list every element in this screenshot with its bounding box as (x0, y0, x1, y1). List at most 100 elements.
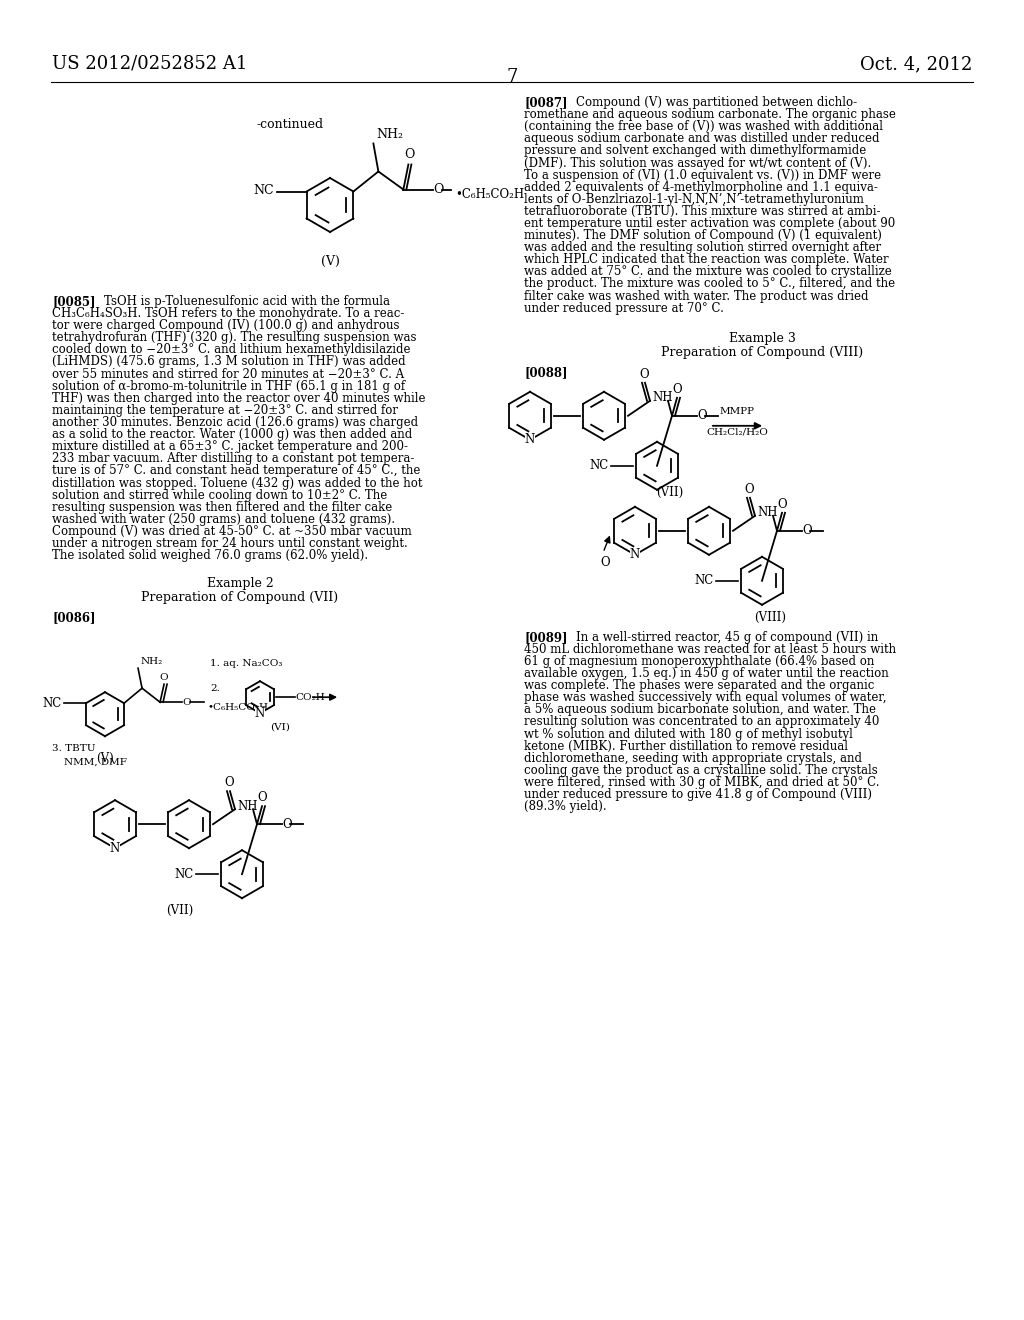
Text: (VII): (VII) (166, 904, 194, 917)
Text: (DMF). This solution was assayed for wt/wt content of (V).: (DMF). This solution was assayed for wt/… (524, 157, 871, 169)
Text: was added at 75° C. and the mixture was cooled to crystallize: was added at 75° C. and the mixture was … (524, 265, 892, 279)
Text: N: N (525, 433, 536, 446)
Text: NC: NC (590, 459, 609, 473)
Text: [0089]: [0089] (524, 631, 567, 644)
Text: (VII): (VII) (656, 486, 684, 499)
Text: added 2 equivalents of 4-methylmorpholine and 1.1 equiva-: added 2 equivalents of 4-methylmorpholin… (524, 181, 878, 194)
Text: NH: NH (237, 800, 257, 813)
Text: was added and the resulting solution stirred overnight after: was added and the resulting solution sti… (524, 242, 881, 255)
Text: (containing the free base of (V)) was washed with additional: (containing the free base of (V)) was wa… (524, 120, 883, 133)
Text: 3. TBTU: 3. TBTU (52, 744, 95, 754)
Text: N: N (630, 548, 640, 561)
Text: NC: NC (694, 574, 714, 587)
Text: O: O (224, 776, 233, 789)
Text: were filtered, rinsed with 30 g of MIBK, and dried at 50° C.: were filtered, rinsed with 30 g of MIBK,… (524, 776, 880, 789)
Text: (LiHMDS) (475.6 grams, 1.3 M solution in THF) was added: (LiHMDS) (475.6 grams, 1.3 M solution in… (52, 355, 406, 368)
Text: lents of O-Benzlriazol-1-yl-N,N,N’,N’-tetramethyluronium: lents of O-Benzlriazol-1-yl-N,N,N’,N’-te… (524, 193, 864, 206)
Text: the product. The mixture was cooled to 5° C., filtered, and the: the product. The mixture was cooled to 5… (524, 277, 895, 290)
Text: cooled down to −20±3° C. and lithium hexamethyldisilazide: cooled down to −20±3° C. and lithium hex… (52, 343, 411, 356)
Text: In a well-stirred reactor, 45 g of compound (VII) in: In a well-stirred reactor, 45 g of compo… (575, 631, 879, 644)
Text: NH: NH (757, 507, 777, 519)
Text: O: O (282, 817, 292, 830)
Text: NC: NC (43, 697, 61, 710)
Text: minutes). The DMF solution of Compound (V) (1 equivalent): minutes). The DMF solution of Compound (… (524, 230, 882, 242)
Text: Oct. 4, 2012: Oct. 4, 2012 (859, 55, 972, 73)
Text: O: O (777, 498, 786, 511)
Text: NC: NC (175, 867, 194, 880)
Text: CO₂H: CO₂H (295, 693, 325, 702)
Text: MMPP: MMPP (720, 407, 755, 416)
Text: (V): (V) (96, 752, 114, 766)
Text: mixture distilled at a 65±3° C. jacket temperature and 200-: mixture distilled at a 65±3° C. jacket t… (52, 440, 408, 453)
Text: tetrahydrofuran (THF) (320 g). The resulting suspension was: tetrahydrofuran (THF) (320 g). The resul… (52, 331, 417, 345)
Text: maintaining the temperature at −20±3° C. and stirred for: maintaining the temperature at −20±3° C.… (52, 404, 398, 417)
Text: solution and stirred while cooling down to 10±2° C. The: solution and stirred while cooling down … (52, 488, 387, 502)
Text: NMM, DMF: NMM, DMF (63, 758, 127, 766)
Text: wt % solution and diluted with 180 g of methyl isobutyl: wt % solution and diluted with 180 g of … (524, 727, 853, 741)
Text: N: N (255, 706, 265, 719)
Text: Example 3: Example 3 (728, 331, 796, 345)
Text: under a nitrogen stream for 24 hours until constant weight.: under a nitrogen stream for 24 hours unt… (52, 537, 408, 550)
Text: O: O (404, 149, 415, 161)
Text: ture is of 57° C. and constant head temperature of 45° C., the: ture is of 57° C. and constant head temp… (52, 465, 421, 478)
Text: O: O (433, 183, 443, 195)
Text: O: O (160, 673, 168, 682)
Text: O: O (744, 483, 754, 496)
Text: romethane and aqueous sodium carbonate. The organic phase: romethane and aqueous sodium carbonate. … (524, 108, 896, 121)
Text: as a solid to the reactor. Water (1000 g) was then added and: as a solid to the reactor. Water (1000 g… (52, 428, 413, 441)
Text: (89.3% yield).: (89.3% yield). (524, 800, 606, 813)
Text: which HPLC indicated that the reaction was complete. Water: which HPLC indicated that the reaction w… (524, 253, 889, 267)
Text: The isolated solid weighed 76.0 grams (62.0% yield).: The isolated solid weighed 76.0 grams (6… (52, 549, 368, 562)
Text: ketone (MIBK). Further distillation to remove residual: ketone (MIBK). Further distillation to r… (524, 739, 848, 752)
Text: cooling gave the product as a crystalline solid. The crystals: cooling gave the product as a crystallin… (524, 764, 878, 777)
Text: To a suspension of (VI) (1.0 equivalent vs. (V)) in DMF were: To a suspension of (VI) (1.0 equivalent … (524, 169, 881, 182)
Text: over 55 minutes and stirred for 20 minutes at −20±3° C. A: over 55 minutes and stirred for 20 minut… (52, 367, 404, 380)
Text: (VIII): (VIII) (754, 611, 786, 624)
Text: Compound (V) was dried at 45-50° C. at ~350 mbar vacuum: Compound (V) was dried at 45-50° C. at ~… (52, 525, 412, 539)
Text: O: O (672, 383, 682, 396)
Text: 450 mL dichloromethane was reacted for at least 5 hours with: 450 mL dichloromethane was reacted for a… (524, 643, 896, 656)
Text: CH₃C₆H₄SO₃H. TsOH refers to the monohydrate. To a reac-: CH₃C₆H₄SO₃H. TsOH refers to the monohydr… (52, 308, 404, 321)
Text: •C₆H₅CO₂H: •C₆H₅CO₂H (456, 187, 524, 201)
Text: N: N (110, 842, 120, 855)
Text: filter cake was washed with water. The product was dried: filter cake was washed with water. The p… (524, 289, 868, 302)
Text: tetrafluoroborate (TBTU). This mixture was stirred at ambi-: tetrafluoroborate (TBTU). This mixture w… (524, 205, 881, 218)
Text: Preparation of Compound (VIII): Preparation of Compound (VIII) (660, 346, 863, 359)
Text: tor were charged Compound (IV) (100.0 g) and anhydrous: tor were charged Compound (IV) (100.0 g)… (52, 319, 399, 333)
Text: aqueous sodium carbonate and was distilled under reduced: aqueous sodium carbonate and was distill… (524, 132, 880, 145)
Text: NH₂: NH₂ (377, 128, 403, 140)
Text: (VI): (VI) (270, 722, 290, 731)
Text: [0085]: [0085] (52, 294, 95, 308)
Text: THF) was then charged into the reactor over 40 minutes while: THF) was then charged into the reactor o… (52, 392, 426, 405)
Text: phase was washed successively with equal volumes of water,: phase was washed successively with equal… (524, 692, 887, 705)
Text: 233 mbar vacuum. After distilling to a constant pot tempera-: 233 mbar vacuum. After distilling to a c… (52, 453, 415, 465)
Text: resulting solution was concentrated to an approximately 40: resulting solution was concentrated to a… (524, 715, 880, 729)
Text: another 30 minutes. Benzoic acid (126.6 grams) was charged: another 30 minutes. Benzoic acid (126.6 … (52, 416, 418, 429)
Text: NH: NH (652, 391, 673, 404)
Text: [0086]: [0086] (52, 611, 95, 624)
Text: 61 g of magnesium monoperoxyphthalate (66.4% based on: 61 g of magnesium monoperoxyphthalate (6… (524, 655, 874, 668)
Text: pressure and solvent exchanged with dimethylformamide: pressure and solvent exchanged with dime… (524, 144, 866, 157)
Text: ent temperature until ester activation was complete (about 90: ent temperature until ester activation w… (524, 216, 895, 230)
Text: Preparation of Compound (VII): Preparation of Compound (VII) (141, 591, 339, 605)
Text: US 2012/0252852 A1: US 2012/0252852 A1 (52, 55, 248, 73)
Text: O: O (182, 698, 190, 706)
Text: 1. aq. Na₂CO₃: 1. aq. Na₂CO₃ (210, 659, 283, 668)
Text: NC: NC (253, 183, 273, 197)
Text: O: O (639, 368, 649, 380)
Text: solution of α-bromo-m-tolunitrile in THF (65.1 g in 181 g of: solution of α-bromo-m-tolunitrile in THF… (52, 380, 406, 393)
Text: was complete. The phases were separated and the organic: was complete. The phases were separated … (524, 680, 874, 692)
Text: •C₆H₅CO₂H: •C₆H₅CO₂H (207, 702, 268, 711)
Text: (V): (V) (321, 255, 339, 268)
Text: available oxygen, 1.5 eq.) in 450 g of water until the reaction: available oxygen, 1.5 eq.) in 450 g of w… (524, 667, 889, 680)
Text: CH₂Cl₂/H₂O: CH₂Cl₂/H₂O (707, 428, 768, 437)
Text: O: O (600, 556, 610, 569)
Text: 2.: 2. (210, 684, 220, 693)
Text: a 5% aqueous sodium bicarbonate solution, and water. The: a 5% aqueous sodium bicarbonate solution… (524, 704, 876, 717)
Text: Compound (V) was partitioned between dichlo-: Compound (V) was partitioned between dic… (575, 96, 857, 110)
Text: under reduced pressure to give 41.8 g of Compound (VIII): under reduced pressure to give 41.8 g of… (524, 788, 872, 801)
Text: 7: 7 (506, 69, 518, 86)
Text: under reduced pressure at 70° C.: under reduced pressure at 70° C. (524, 302, 724, 314)
Text: dichloromethane, seeding with appropriate crystals, and: dichloromethane, seeding with appropriat… (524, 752, 862, 764)
Text: resulting suspension was then filtered and the filter cake: resulting suspension was then filtered a… (52, 500, 392, 513)
